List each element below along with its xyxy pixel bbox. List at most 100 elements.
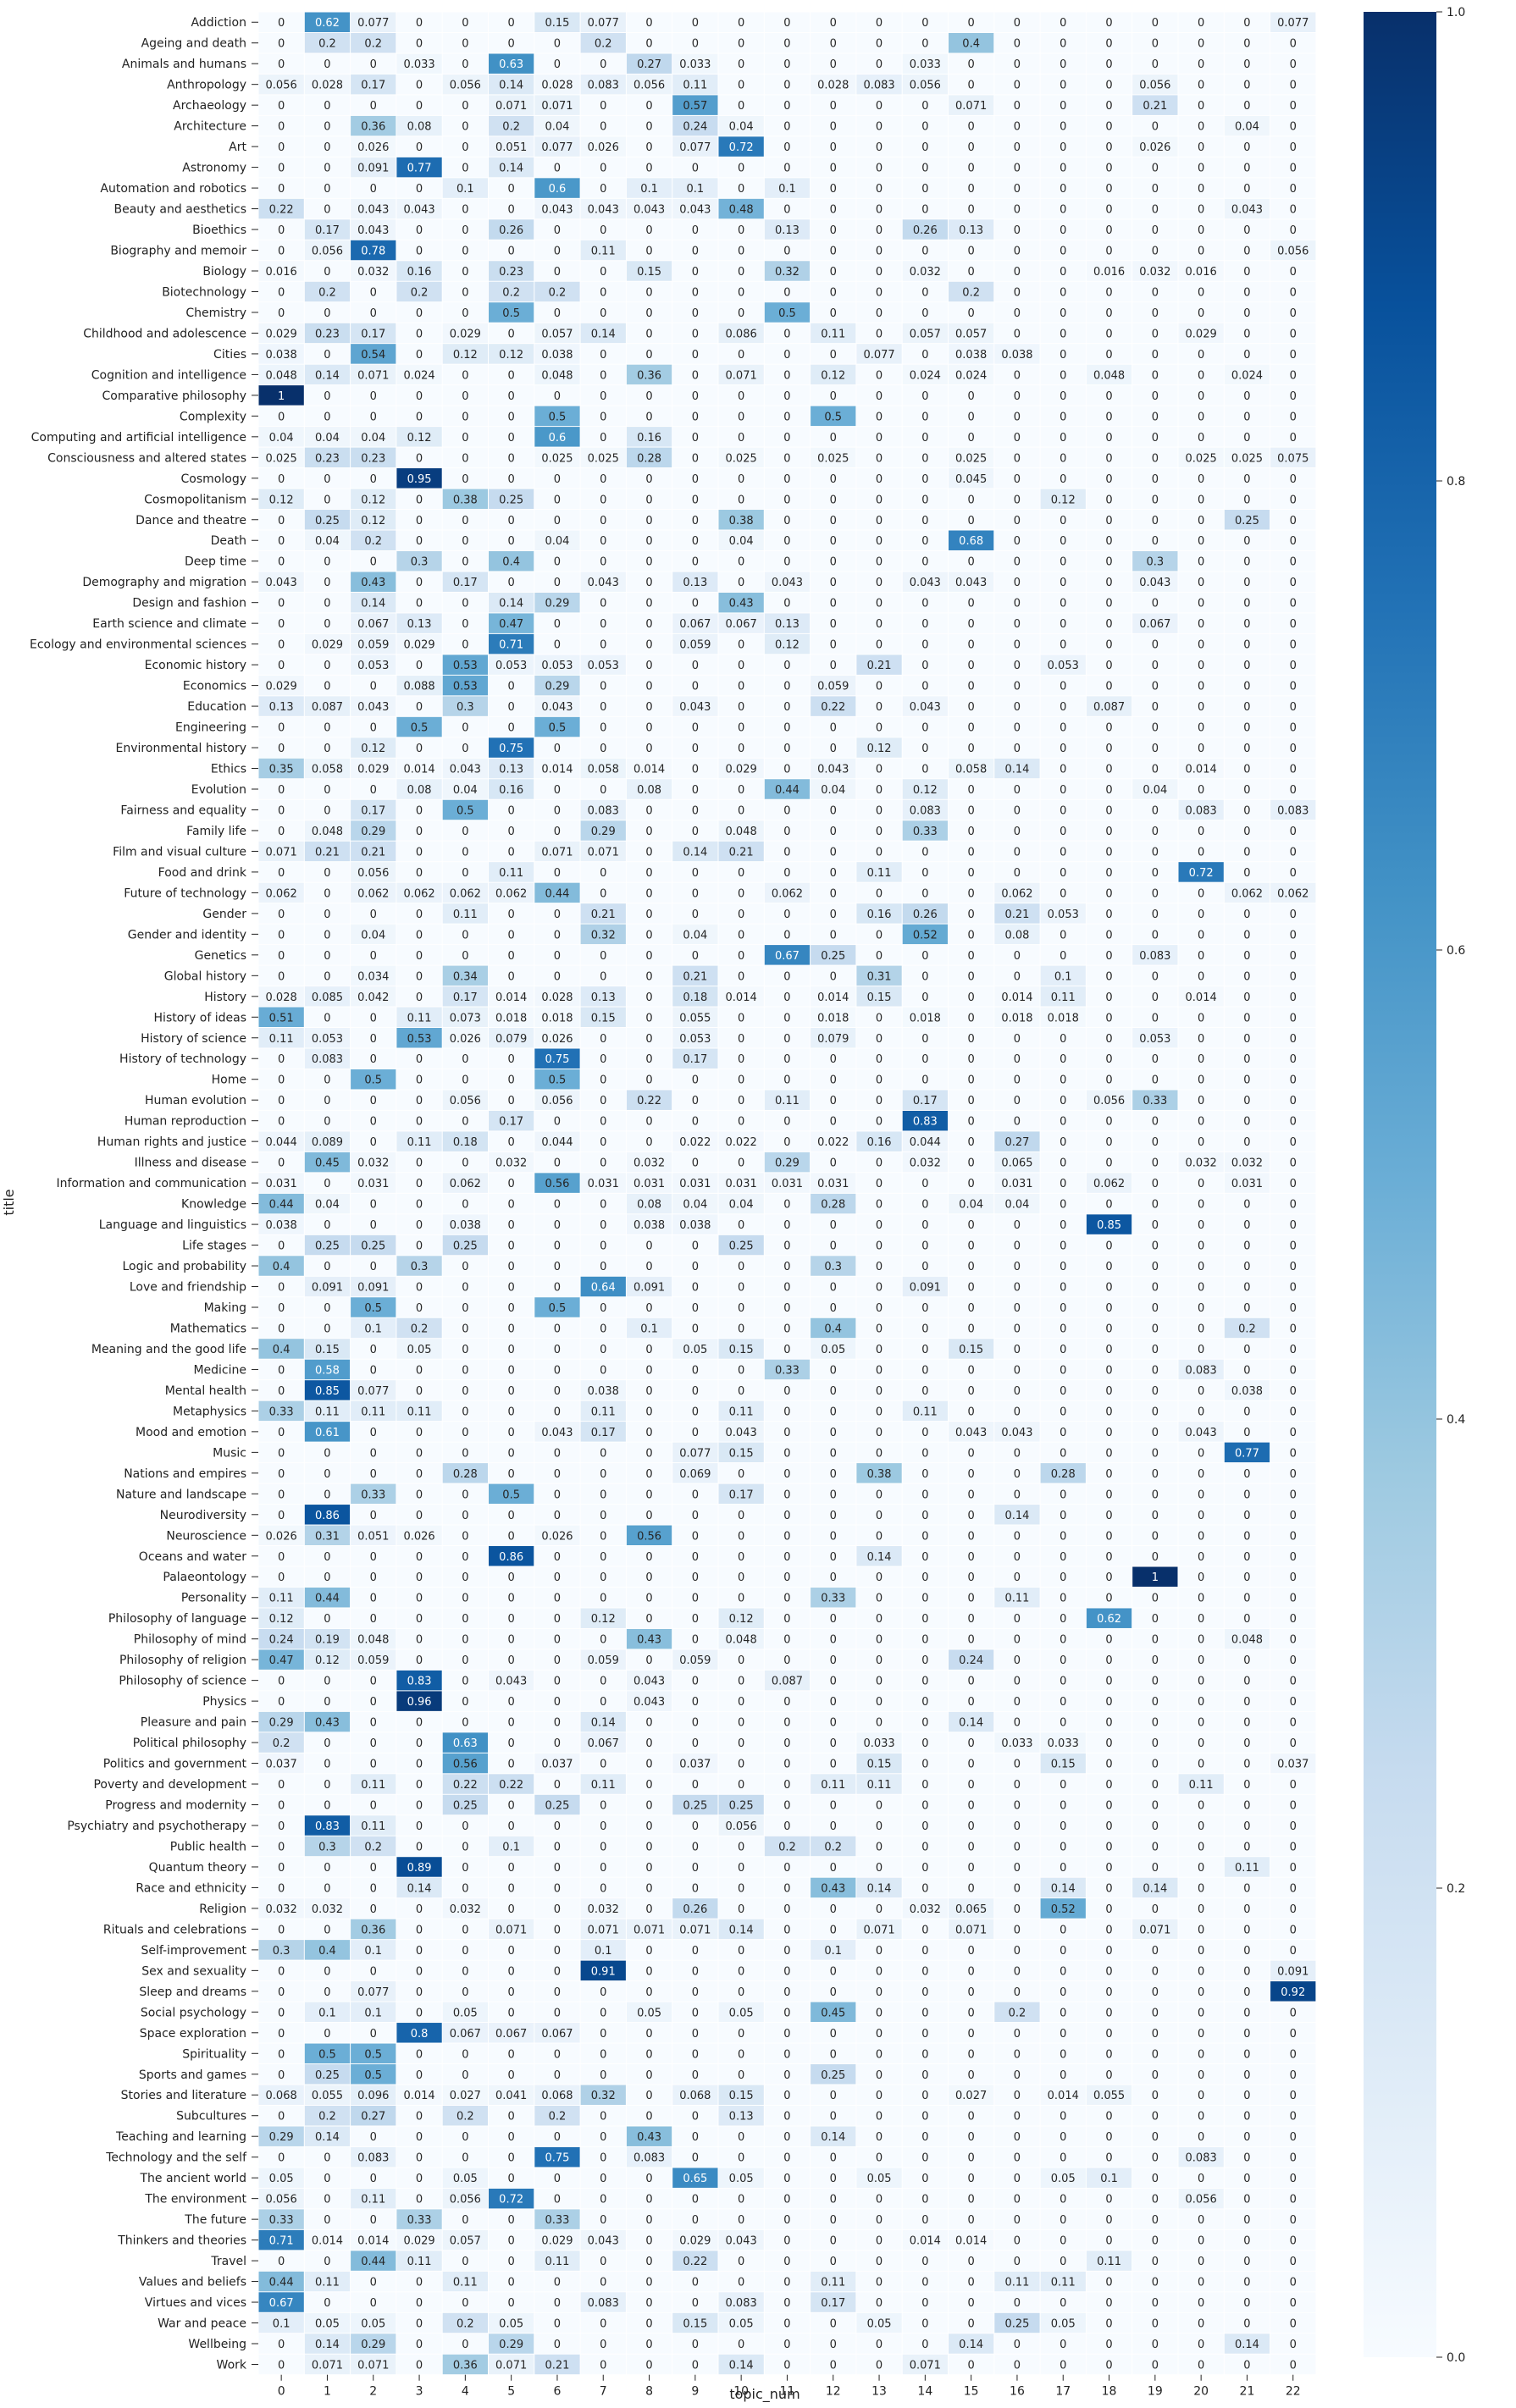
cell-value-label: 0 <box>1198 411 1204 423</box>
cell-value-label: 0.75 <box>499 743 523 755</box>
heatmap-cell <box>442 74 488 95</box>
heatmap-cell <box>489 219 534 240</box>
heatmap-cell <box>672 32 718 53</box>
cell-value-label: 0 <box>1060 515 1066 527</box>
cell-value-label: 0 <box>600 2152 606 2165</box>
cell-value-label: 0 <box>783 1613 790 1626</box>
cell-value-label: 0 <box>462 58 468 71</box>
cell-value-label: 0 <box>1152 369 1159 382</box>
cell-value-label: 0.08 <box>407 784 432 797</box>
cell-value-label: 0 <box>1198 369 1204 382</box>
heatmap-cell <box>672 12 718 32</box>
cell-value-label: 0 <box>645 1986 652 1999</box>
cell-value-label: 0.5 <box>364 1302 382 1315</box>
cell-value-label: 0 <box>416 1427 423 1439</box>
cell-value-label: 0.22 <box>453 1779 478 1792</box>
cell-value-label: 0 <box>1105 2235 1112 2248</box>
cell-value-label: 0 <box>462 1717 468 1730</box>
cell-value-label: 0 <box>324 1882 330 1895</box>
cell-value-label: 0.11 <box>269 1593 294 1605</box>
cell-value-label: 0 <box>462 722 468 735</box>
cell-value-label: 0 <box>278 2007 285 2019</box>
cell-value-label: 0 <box>921 722 928 735</box>
cell-value-label: 0.05 <box>269 2173 294 2185</box>
cell-value-label: 0 <box>876 1427 882 1439</box>
cell-value-label: 0 <box>968 970 975 983</box>
cell-value-label: 0 <box>692 1820 699 1833</box>
heatmap-cell <box>258 74 304 95</box>
cell-value-label: 0 <box>600 473 606 486</box>
cell-value-label: 0 <box>783 2256 790 2268</box>
cell-value-label: 0 <box>1243 1571 1250 1584</box>
cell-value-label: 0.11 <box>407 1136 432 1149</box>
cell-value-label: 0 <box>554 556 561 569</box>
cell-value-label: 0 <box>645 1841 652 1853</box>
cell-value-label: 0 <box>830 204 837 217</box>
heatmap-cell <box>994 74 1040 95</box>
cell-value-label: 0.14 <box>959 1717 983 1730</box>
cell-value-label: 0.21 <box>1004 909 1029 921</box>
cell-value-label: 0 <box>324 349 330 362</box>
cell-value-label: 0 <box>554 1820 561 1833</box>
cell-value-label: 0.57 <box>683 100 707 113</box>
cell-value-label: 0 <box>1014 163 1021 175</box>
cell-value-label: 0 <box>416 867 423 880</box>
cell-value-label: 0.33 <box>269 1406 294 1418</box>
cell-value-label: 0 <box>1060 1406 1066 1418</box>
cell-value-label: 0 <box>1105 1282 1112 1295</box>
cell-value-label: 0 <box>1198 1053 1204 1066</box>
cell-value-label: 0 <box>1014 2131 1021 2144</box>
cell-value-label: 0 <box>1060 1427 1066 1439</box>
cell-value-label: 0 <box>968 1012 975 1025</box>
cell-value-label: 0 <box>600 183 606 196</box>
cell-value-label: 0 <box>876 1696 882 1709</box>
cell-value-label: 0 <box>645 1862 652 1875</box>
cell-value-label: 0 <box>1243 826 1250 838</box>
heatmap-cell <box>534 136 580 157</box>
cell-value-label: 0.5 <box>364 2048 382 2061</box>
heatmap-cell <box>534 74 580 95</box>
cell-value-label: 0 <box>370 722 377 735</box>
heatmap-cell <box>994 240 1040 261</box>
heatmap-cell <box>856 157 902 178</box>
cell-value-label: 0 <box>783 390 790 403</box>
cell-value-label: 0 <box>508 2152 515 2165</box>
cell-value-label: 0 <box>692 1240 699 1253</box>
cell-value-label: 0 <box>1198 1095 1204 1107</box>
cell-value-label: 0.16 <box>637 432 661 445</box>
cell-value-label: 0 <box>278 515 285 527</box>
cell-value-label: 0.33 <box>775 1364 799 1377</box>
cell-value-label: 0.25 <box>453 1800 478 1813</box>
cell-value-label: 0 <box>554 1779 561 1792</box>
cell-value-label: 0.026 <box>541 1033 573 1046</box>
cell-value-label: 0.077 <box>357 1385 389 1398</box>
cell-value-label: 0 <box>462 141 468 154</box>
cell-value-label: 0 <box>921 681 928 693</box>
cell-value-label: 0 <box>783 867 790 880</box>
cell-value-label: 0 <box>1014 1717 1021 1730</box>
cell-value-label: 0 <box>1105 577 1112 589</box>
cell-value-label: 0 <box>876 784 882 797</box>
cell-value-label: 0 <box>370 1717 377 1730</box>
cell-value-label: 0 <box>968 1779 975 1792</box>
cell-value-label: 0 <box>462 1199 468 1212</box>
heatmap-cell <box>1270 157 1316 178</box>
cell-value-label: 0 <box>1105 950 1112 963</box>
heatmap-cell <box>764 74 811 95</box>
cell-value-label: 0.014 <box>541 764 573 776</box>
cell-value-label: 0 <box>600 121 606 134</box>
cell-value-label: 0 <box>1290 1385 1297 1398</box>
cell-value-label: 0 <box>1243 2194 1250 2206</box>
cell-value-label: 0 <box>1105 494 1112 506</box>
cell-value-label: 0 <box>278 224 285 237</box>
cell-value-label: 0 <box>600 2069 606 2082</box>
cell-value-label: 0 <box>1198 660 1204 672</box>
cell-value-label: 0.15 <box>867 991 892 1004</box>
cell-value-label: 0 <box>1014 141 1021 154</box>
cell-value-label: 0 <box>1243 349 1250 362</box>
cell-value-label: 0 <box>645 1012 652 1025</box>
cell-value-label: 0 <box>692 950 699 963</box>
cell-value-label: 0 <box>324 1800 330 1813</box>
cell-value-label: 0.056 <box>266 2194 297 2206</box>
cell-value-label: 0 <box>278 1282 285 1295</box>
